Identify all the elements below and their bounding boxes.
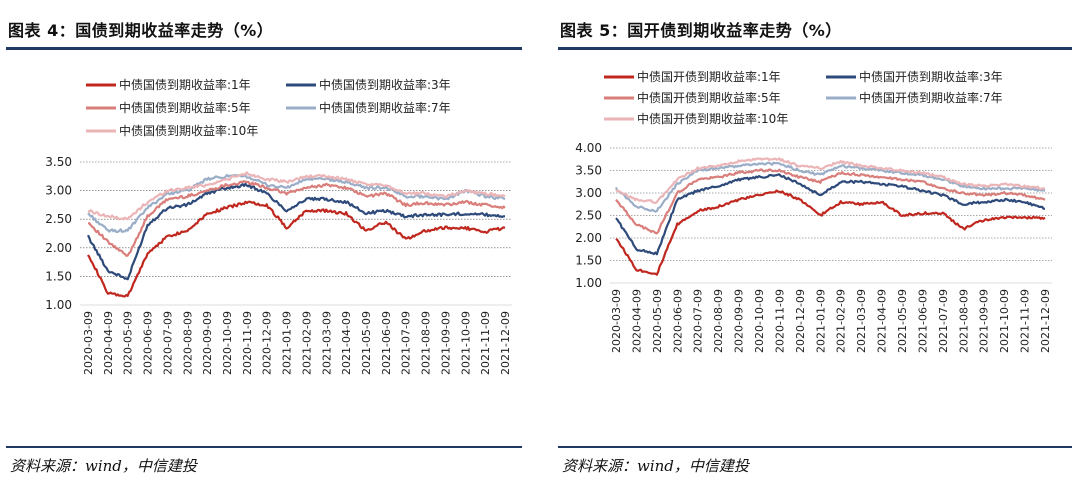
x-tick-label: 2021-11-09 [1019,289,1032,353]
y-tick-label: 2.00 [575,231,602,245]
x-tick-label: 2020-04-09 [102,311,115,375]
x-tick-label: 2020-07-09 [692,289,705,353]
chart-title: 图表 4：国债到期收益率走势（%） [8,21,274,40]
legend-label-7y: 中债国债到期收益率:7年 [319,100,451,115]
y-tick-label: 1.50 [575,254,602,268]
x-tick-label: 2020-09-09 [733,289,746,353]
legend-label-10y: 中债国债到期收益率:10年 [119,123,258,138]
y-tick-label: 1.00 [45,298,72,312]
y-tick-label: 3.50 [45,155,72,169]
legend-label-3y: 中债国债到期收益率:3年 [319,77,451,92]
x-tick-label: 2021-01-09 [814,289,827,353]
footer-rule [6,446,522,448]
x-tick-label: 2021-08-09 [957,289,970,353]
y-tick-label: 3.00 [45,184,72,198]
legend-label-7y: 中债国开债到期收益率:7年 [859,90,1003,105]
x-tick-label: 2020-08-09 [712,289,725,353]
x-tick-label: 2021-07-09 [400,311,413,375]
source-note: 资料来源：wind，中信建投 [10,457,197,475]
x-tick-label: 2021-12-09 [1039,289,1052,353]
x-tick-label: 2020-07-09 [161,311,174,375]
chart-panel-policy-bank-bond: 图表 5：国开债到期收益率走势（%） 1.00 1.50 2.00 2.50 3.00 3… [552,0,1080,491]
y-tick-label: 2.00 [45,241,72,255]
x-tick-label: 2021-06-09 [380,311,393,375]
x-tick-label: 2021-07-09 [937,289,950,353]
y-tick-label: 2.50 [575,209,602,223]
x-tick-label: 2021-02-09 [300,311,313,375]
series-line-10y [87,171,506,221]
x-tick-label: 2021-04-09 [876,289,889,353]
series-line-5y [615,168,1046,235]
y-tick-label: 1.00 [575,276,602,290]
legend-label-1y: 中债国债到期收益率:1年 [119,77,251,92]
x-tick-label: 2020-05-09 [122,311,135,375]
x-tick-label: 2021-10-09 [998,289,1011,353]
x-tick-label: 2021-03-09 [320,311,333,375]
x-tick-label: 2020-03-09 [82,311,95,375]
y-tick-label: 3.00 [575,186,602,200]
x-tick-label: 2020-03-09 [610,289,623,353]
chart-svg-bond: 1.00 1.50 2.00 2.50 3.00 3.50 2020-03-09 2020-0… [45,77,512,375]
x-tick-label: 2021-11-09 [479,311,492,375]
legend-label-5y: 中债国债到期收益率:5年 [119,100,251,115]
x-tick-label: 2021-05-09 [896,289,909,353]
x-tick-label: 2021-06-09 [916,289,929,353]
series-line-1y [615,189,1046,276]
x-tick-label: 2020-11-09 [241,311,254,375]
series-line-10y [615,157,1045,204]
x-tick-label: 2020-05-09 [651,289,664,353]
x-tick-label: 2021-09-09 [978,289,991,353]
x-tick-label: 2020-06-09 [671,289,684,353]
y-tick-label: 4.00 [575,141,602,155]
series-line-7y [614,161,1046,213]
legend-label-3y: 中债国开债到期收益率:3年 [859,69,1003,84]
legend-label-10y: 中债国开债到期收益率:10年 [637,111,788,126]
x-tick-label: 2021-03-09 [855,289,868,353]
legend-label-5y: 中债国开债到期收益率:5年 [637,90,781,105]
series-line-3y [615,173,1046,256]
x-tick-label: 2020-08-09 [181,311,194,375]
x-tick-label: 2021-05-09 [360,311,373,375]
chart-svg-policy-bank-bond: 1.00 1.50 2.00 2.50 3.00 3.50 4.00 2020-03-09 20… [575,69,1052,353]
x-tick-label: 2021-02-09 [835,289,848,353]
y-tick-label: 3.50 [575,164,602,178]
chart-panel-bond: 图表 4：国债到期收益率走势（%） 1.00 1.50 2.00 2.50 3.00 3.… [0,0,530,491]
x-tick-label: 2020-12-09 [794,289,807,353]
x-tick-label: 2021-09-09 [439,311,452,375]
y-tick-label: 1.50 [45,269,72,283]
series-line-1y [87,200,506,298]
series-line-3y [87,182,505,281]
x-tick-label: 2020-04-09 [630,289,643,353]
x-tick-label: 2021-08-09 [420,311,433,375]
legend-label-1y: 中债国开债到期收益率:1年 [637,69,781,84]
x-tick-label: 2021-10-09 [459,311,472,375]
x-tick-label: 2020-06-09 [142,311,155,375]
x-tick-label: 2020-11-09 [773,289,786,353]
source-note: 资料来源：wind，中信建投 [562,457,749,475]
series-line-5y [88,180,506,257]
chart-title: 图表 5：国开债到期收益率走势（%） [560,21,842,40]
x-tick-label: 2020-09-09 [201,311,214,375]
title-underline [558,47,1072,50]
x-tick-label: 2021-01-09 [281,311,294,375]
title-underline [6,47,522,50]
series-line-7y [87,173,506,234]
footer-rule [558,446,1072,448]
x-tick-label: 2021-12-09 [499,311,512,375]
y-tick-label: 2.50 [45,212,72,226]
x-tick-label: 2020-10-09 [221,311,234,375]
x-tick-label: 2021-04-09 [340,311,353,375]
x-tick-label: 2020-10-09 [753,289,766,353]
x-tick-label: 2020-12-09 [261,311,274,375]
